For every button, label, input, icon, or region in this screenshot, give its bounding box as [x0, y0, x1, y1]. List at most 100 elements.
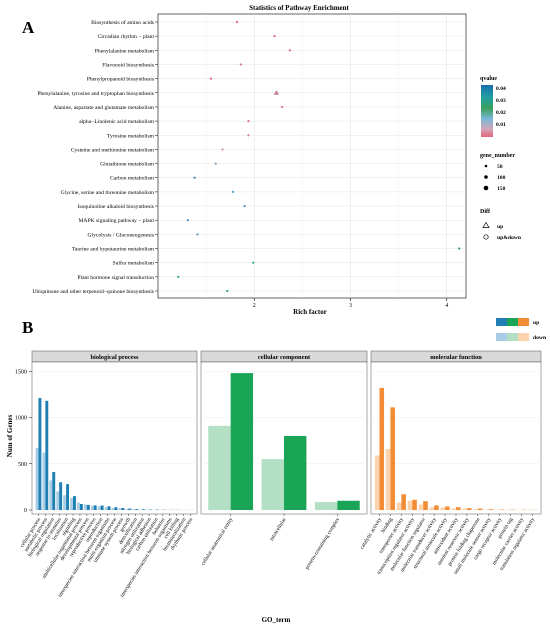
point-ubiquinone-and-other-terpenoid-quinone-biosynthesis — [226, 289, 229, 293]
qvalue-legend: qvalue 0.04 0.03 0.02 0.01 — [480, 76, 506, 137]
go-legend-down-bp — [496, 333, 507, 341]
qvalue-tick-4: 0.01 — [496, 122, 506, 128]
y-tick-label: 1000 — [15, 416, 27, 422]
point-tyrosine-metabolism — [247, 134, 250, 137]
bar-up-molecular-transducer-activity — [434, 505, 439, 510]
go-y-axis: 0 500 1000 1500 — [15, 369, 32, 514]
bar-down-molecular-transducer-activity — [429, 507, 435, 510]
bar-down-catalytic-activity — [374, 455, 380, 510]
gene-number-key-150 — [483, 185, 489, 191]
y-tick-label: Isoquinoline alkaloid biosynthesis — [78, 204, 154, 210]
y-tick-label: Phenylpropanoid biosynthesis — [87, 77, 154, 83]
bar-down-binding — [385, 448, 391, 510]
bar-down-biological-regulation — [49, 480, 53, 510]
bar-up-small-molecule-sensor-activity — [488, 509, 494, 510]
x-tick-label: cellular anatomical entity — [200, 517, 234, 567]
bar-up-transporter-activity — [401, 494, 406, 510]
gene-number-label-100: 100 — [497, 175, 506, 181]
x-tick-label: 3 — [349, 303, 352, 309]
point-phenylalanine-tyrosine-and-tryptophan-biosynthesis — [273, 90, 279, 95]
bar-down-reproduction — [97, 506, 101, 510]
x-tick-label: 2 — [253, 303, 256, 309]
facet-cellular-component: cellular component cellular anatomical en… — [200, 350, 368, 571]
bar-up-biological-regulation — [52, 472, 56, 510]
point-isoquinoline-alkaloid-biosynthesis — [243, 204, 246, 208]
gene-number-legend: gene_number 50 100 150 — [480, 153, 515, 192]
go-legend-up-mf — [518, 318, 529, 326]
y-tick-label: Plant hormone signal transduction — [77, 275, 154, 281]
bar-up-multicellular-organismal-process — [79, 503, 83, 510]
bar-up-protein-containing-complex — [337, 500, 360, 510]
qvalue-tick-2: 0.03 — [496, 98, 506, 104]
bar-down-developmental-process — [83, 504, 87, 510]
bar-up-nitrogen-utilization — [142, 509, 146, 510]
go-legend-down-cc — [507, 333, 518, 341]
bar-up-response-to-stimulus — [59, 482, 63, 510]
panel-a-xlabel: Rich factor — [293, 308, 327, 316]
panel-a-title: Statistics of Pathway Enrichment — [249, 4, 349, 12]
bar-up-detoxification — [135, 509, 139, 510]
y-tick-label: Biosynthesis of amino acids — [91, 19, 154, 26]
point-glutathione-metabolism — [214, 162, 217, 165]
go-legend: up down — [496, 318, 547, 341]
bar-down-immune-system-process — [118, 508, 122, 510]
point-alanine-aspartate-and-glutamate-metabolism — [281, 105, 284, 109]
bar-up-reproduction — [100, 505, 104, 510]
bar-down-molecular-function-regulator — [418, 504, 424, 510]
bar-up-multi-organism-process — [114, 507, 118, 510]
bar-down-protein-containing-complex — [314, 502, 338, 510]
bar-up-developmental-process — [86, 504, 90, 510]
gene-number-key-100 — [484, 175, 488, 179]
enrichment-plot: 2 3 4 Biosynthesis of amino acids Circadian … — [32, 13, 467, 309]
point-cysteine-and-methionine-metabolism — [221, 148, 224, 151]
point-glycolysis-gluconeogenesis — [196, 233, 199, 236]
bar-down-detoxification — [132, 509, 136, 510]
panel-b-letter: B — [22, 318, 33, 337]
bar-up-localization — [66, 484, 70, 510]
qvalue-tick-1: 0.04 — [496, 86, 506, 92]
panel-b-xlabel: GO_term — [262, 616, 291, 624]
panel-b-ylabel: Num of Genes — [6, 415, 14, 458]
bar-up-structural-molecule-activity — [445, 506, 450, 510]
bar-down-protein-folding-chaperone — [473, 509, 478, 510]
point-biosynthesis-of-amino-acids — [235, 20, 239, 24]
bar-down-antioxidant-activity — [451, 508, 456, 510]
y-tick-label: Alanine, aspartate and glutamate metabol… — [53, 105, 154, 111]
bar-up-binding — [390, 407, 395, 510]
y-tick-label: Glycine, serine and threonine metabolism — [61, 190, 155, 196]
gene-number-label-150: 150 — [497, 186, 506, 192]
bar-up-catalytic-activity — [379, 387, 385, 510]
y-tick-label: Circadian rhythm − plant — [98, 34, 155, 40]
gene-number-legend-title: gene_number — [480, 153, 515, 159]
y-tick-label: Sulfur metabolism — [113, 260, 155, 267]
y-tick-label: Phenylalanine, tyrosine and tryptophan b… — [37, 91, 154, 97]
panel-a-letter: A — [22, 18, 35, 37]
x-tick-label: protein-containing complex — [304, 517, 341, 571]
facet-title: molecular function — [430, 354, 482, 361]
facet-panel — [370, 361, 542, 515]
point-phenylpropanoid-biosynthesis — [209, 77, 213, 80]
y-tick-label: Tyrosine metabolism — [107, 133, 155, 139]
y-tick-label: Taurine and hypotaurine metabolism — [72, 247, 155, 253]
bar-down-interspecies-interaction-between-organisms — [104, 507, 108, 510]
bar-up-protein-folding-chaperone — [477, 508, 483, 510]
x-tick-label: catalytic activity — [359, 517, 383, 551]
go-legend-up-cc — [507, 318, 518, 326]
bar-down-multicellular-organismal-process — [77, 502, 80, 510]
go-legend-down-mf — [518, 333, 529, 341]
diff-legend-title: Diff — [480, 209, 491, 215]
facet-title: biological process — [91, 354, 140, 361]
x-tick-label: 4 — [445, 303, 448, 309]
bar-up-immune-system-process — [121, 507, 125, 510]
go-legend-up-bp — [496, 318, 507, 326]
bar-up-intracellular — [284, 436, 307, 510]
bar-down-small-molecule-sensor-activity — [484, 509, 489, 510]
bar-up-molecular-function-regulator — [423, 501, 428, 510]
bar-down-intracellular — [261, 459, 284, 510]
point-phenylalanine-metabolism — [288, 49, 291, 52]
diff-key-updown-circle — [483, 234, 489, 240]
bar-down-transporter-activity — [396, 502, 402, 510]
